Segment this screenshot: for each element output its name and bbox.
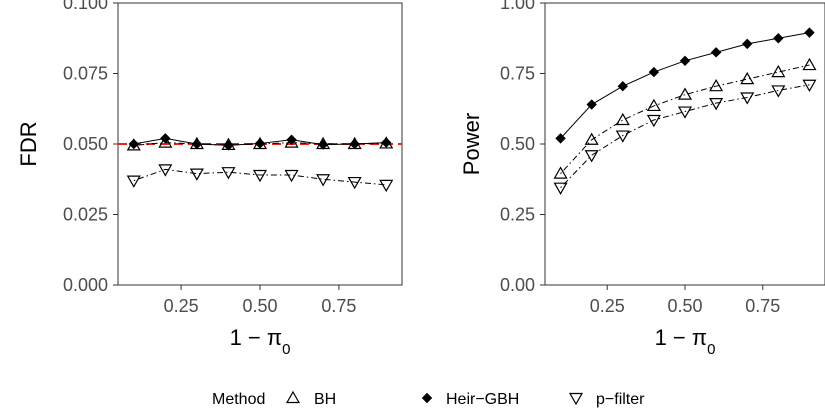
point-heir-gbh: [160, 133, 171, 144]
point-heir-gbh: [773, 33, 784, 44]
legend-label-bh: BH: [314, 391, 336, 408]
legend-label-p-filter: p−filter: [596, 391, 645, 408]
point-heir-gbh: [128, 138, 139, 150]
y-tick-label: 0.50: [500, 134, 535, 154]
x-tick-label: 0.75: [745, 296, 780, 316]
series-line-p-filter: [133, 168, 387, 186]
y-tick-label: 0.00: [500, 275, 535, 295]
y-tick-label: 1.00: [500, 0, 535, 13]
point-heir-gbh: [191, 138, 203, 150]
point-p-filter: [158, 164, 173, 177]
point-bh: [615, 112, 630, 126]
legend-key-p-filter: [568, 392, 584, 406]
y-tick-label: 0.100: [63, 0, 108, 13]
x-axis-title: 1 − π0: [655, 325, 716, 358]
point-p-filter: [771, 85, 786, 98]
y-tick-label: 0.075: [63, 64, 108, 84]
x-tick-label: 0.75: [321, 296, 356, 316]
point-heir-gbh: [555, 133, 566, 144]
point-heir-gbh: [317, 139, 329, 150]
point-bh: [158, 135, 173, 148]
point-p-filter: [709, 98, 724, 111]
point-heir-gbh: [617, 80, 628, 92]
point-p-filter: [221, 167, 236, 180]
point-heir-gbh: [804, 27, 815, 38]
point-heir-gbh: [586, 99, 597, 110]
y-axis-title: Power: [459, 113, 484, 175]
x-tick-label: 0.50: [242, 296, 277, 316]
legend-title: Method: [212, 391, 265, 408]
legend: Method BH Heir−GBH p−filter: [212, 390, 645, 408]
point-bh: [584, 132, 599, 145]
fdr-panel: 0.000 0.025 0.050 0.075 0.100 0.25 0.50 0.75 FDR…: [16, 0, 403, 358]
point-bh: [646, 98, 661, 112]
point-p-filter: [802, 79, 817, 92]
series-line-bh: [560, 64, 810, 174]
point-p-filter: [553, 182, 568, 195]
point-heir-gbh: [648, 66, 660, 78]
legend-label-heir-gbh: Heir−GBH: [446, 391, 519, 408]
point-p-filter: [584, 150, 599, 163]
x-tick-label: 0.50: [667, 296, 702, 316]
point-bh: [802, 57, 817, 71]
y-tick-label: 0.050: [63, 134, 108, 154]
point-p-filter: [615, 130, 630, 143]
point-heir-gbh: [254, 138, 266, 149]
y-axis-title: FDR: [16, 121, 41, 166]
x-tick-label: 0.25: [590, 296, 625, 316]
point-p-filter: [347, 176, 362, 190]
point-p-filter: [379, 179, 394, 193]
legend-key-bh: [285, 390, 301, 404]
point-bh: [771, 64, 786, 78]
point-bh: [709, 78, 724, 92]
point-heir-gbh: [381, 137, 392, 148]
point-p-filter: [646, 114, 661, 128]
point-heir-gbh: [679, 55, 691, 67]
y-tick-label: 0.75: [500, 64, 535, 84]
power-panel: 0.00 0.25 0.50 0.75 1.00 0.25 0.50 0.75 Power 1 −…: [459, 0, 825, 358]
y-tick-label: 0.25: [500, 205, 535, 225]
point-heir-gbh: [223, 140, 234, 151]
point-p-filter: [316, 174, 331, 187]
y-tick-label: 0.000: [63, 275, 108, 295]
x-tick-label: 0.25: [164, 296, 199, 316]
y-tick-label: 0.025: [63, 205, 108, 225]
point-p-filter: [284, 169, 299, 183]
point-heir-gbh: [286, 134, 297, 145]
point-heir-gbh: [710, 47, 722, 58]
point-p-filter: [677, 106, 693, 119]
point-bh: [677, 87, 693, 100]
point-p-filter: [252, 169, 268, 183]
point-p-filter: [126, 175, 141, 188]
point-heir-gbh: [742, 38, 753, 50]
x-axis-title: 1 − π0: [230, 325, 291, 358]
series-line-p-filter: [560, 84, 810, 189]
point-heir-gbh: [349, 138, 360, 150]
point-bh: [740, 71, 755, 85]
point-p-filter: [740, 92, 755, 105]
legend-key-heir-gbh: [421, 392, 433, 404]
point-bh: [553, 166, 568, 179]
point-p-filter: [189, 168, 204, 181]
